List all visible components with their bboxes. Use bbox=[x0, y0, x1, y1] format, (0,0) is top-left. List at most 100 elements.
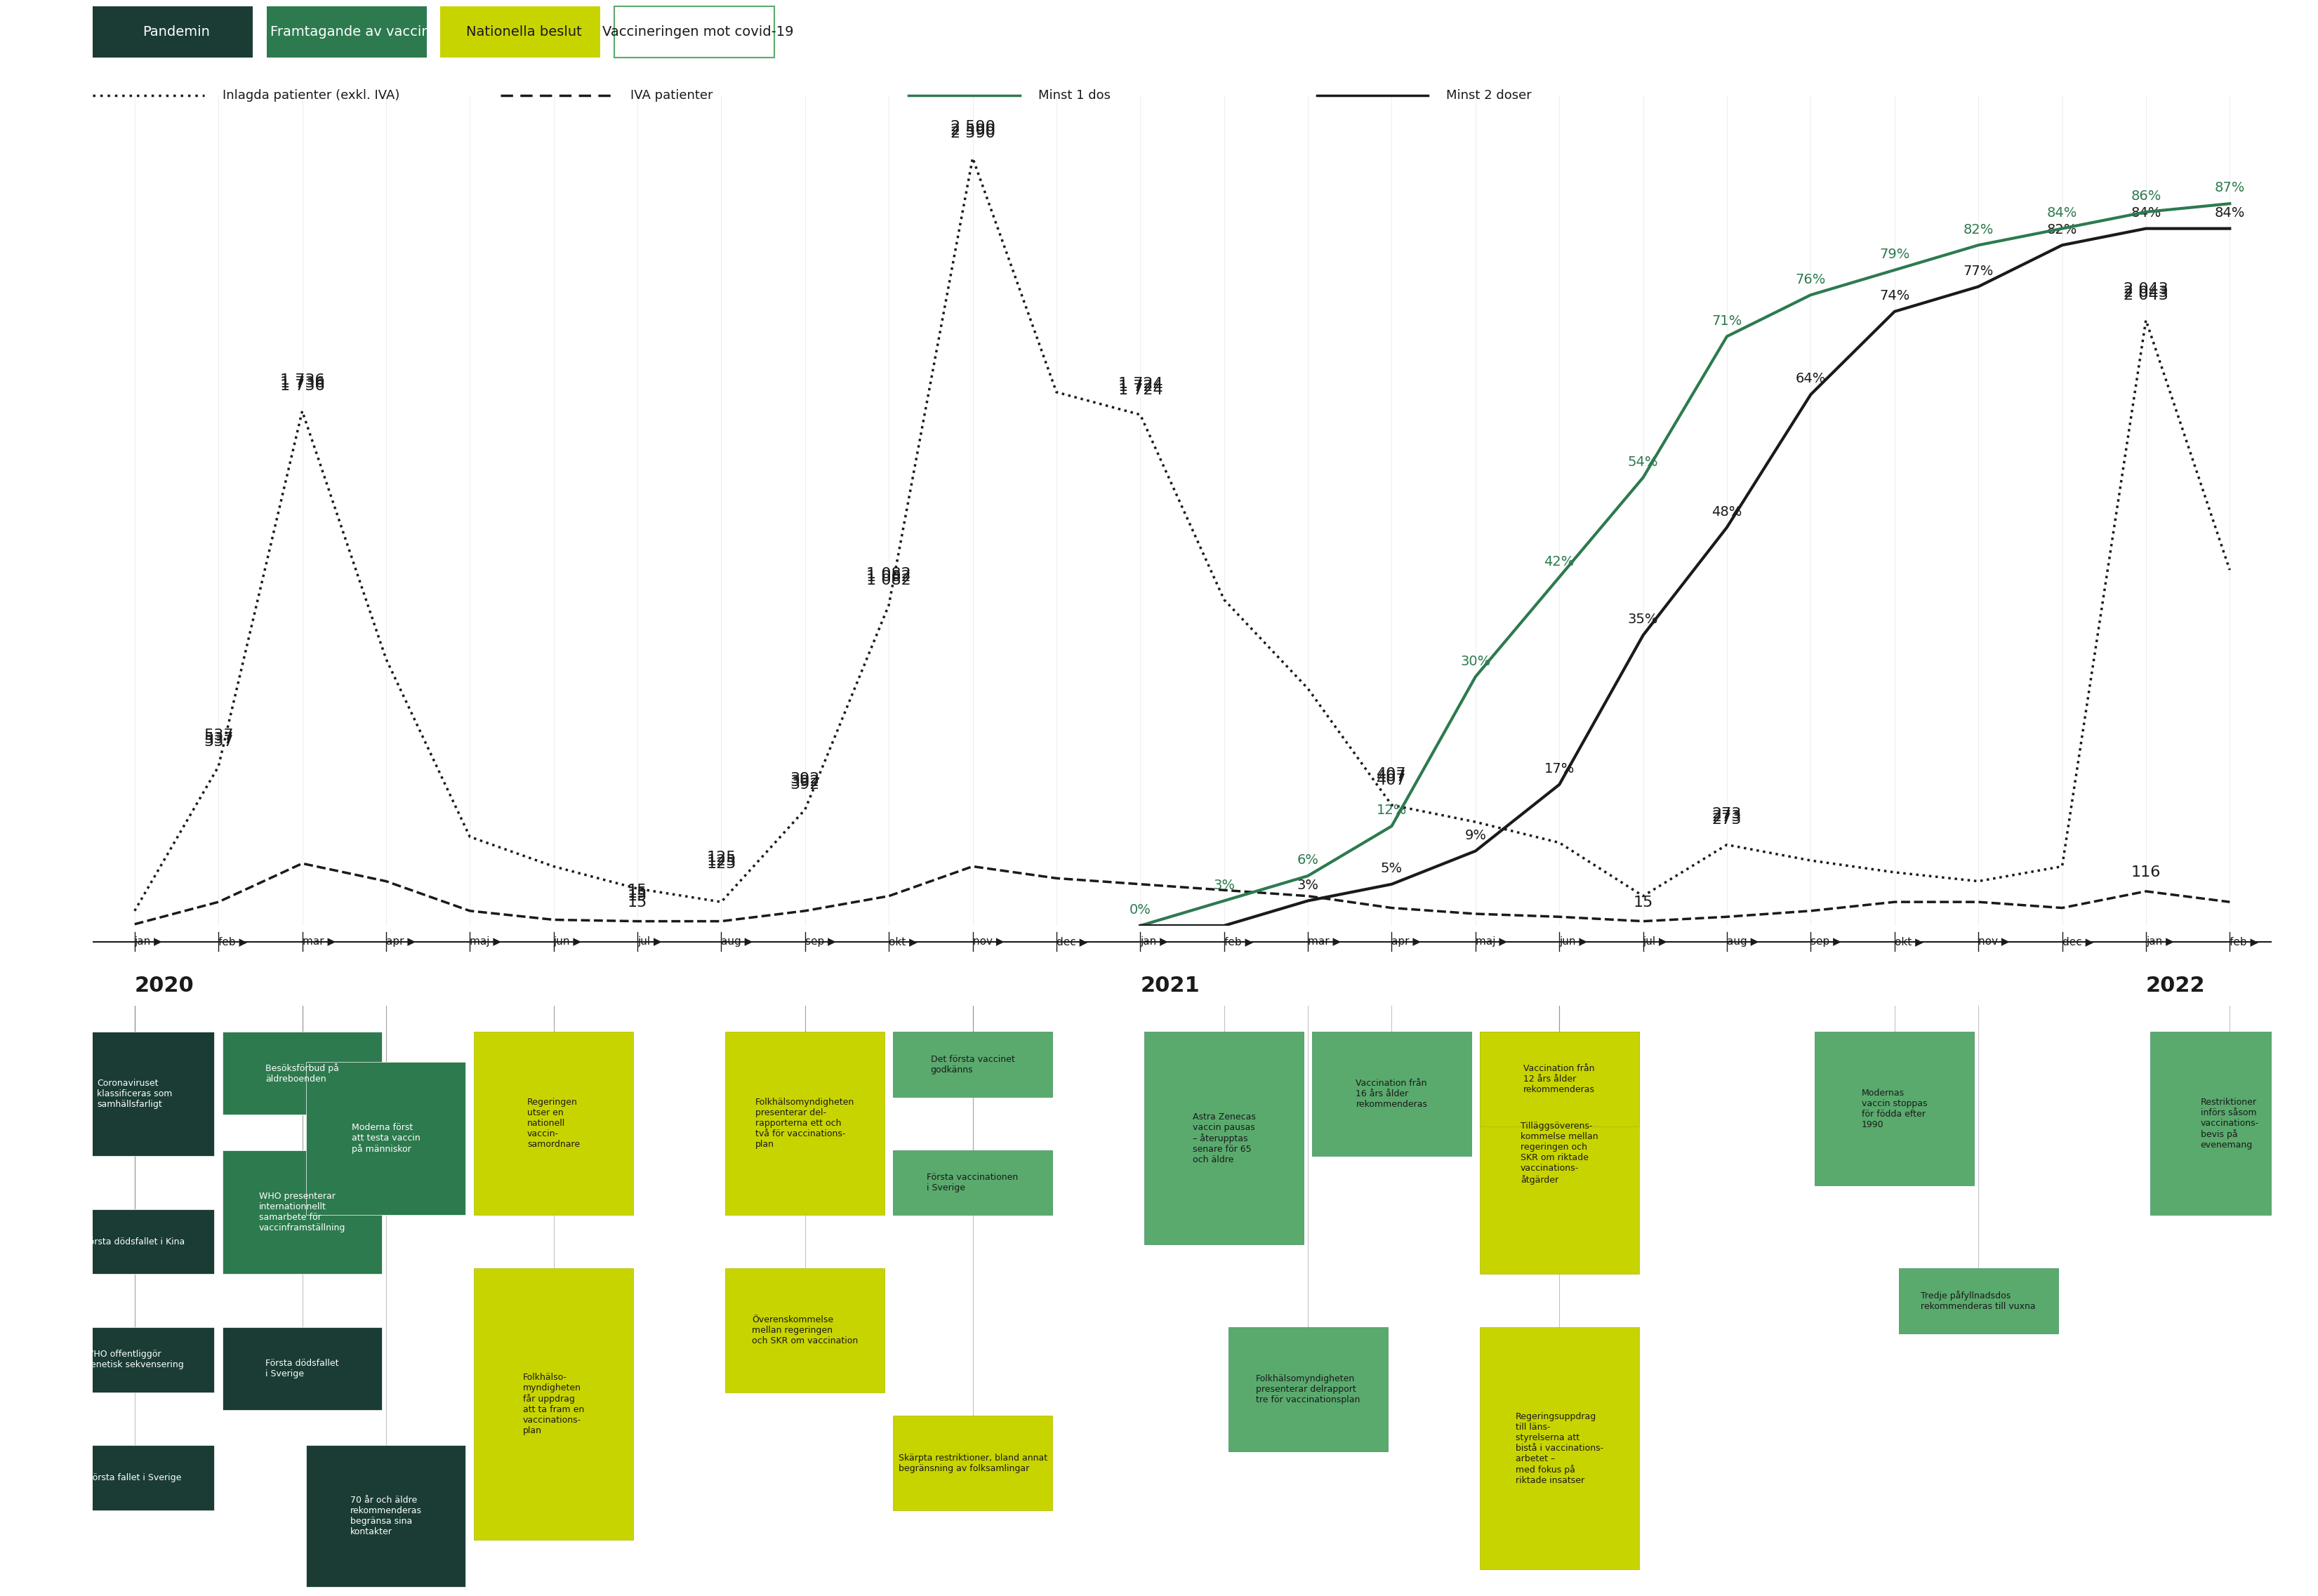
Text: Restriktioner
införs såsom
vaccinations-
bevis på
evenemang: Restriktioner införs såsom vaccinations-… bbox=[2200, 1098, 2260, 1149]
Text: okt ▶: okt ▶ bbox=[1894, 937, 1924, 946]
Text: sep ▶: sep ▶ bbox=[1810, 937, 1840, 946]
Text: 116: 116 bbox=[2130, 865, 2160, 879]
Text: 54%: 54% bbox=[1627, 455, 1657, 469]
Text: jul ▶: jul ▶ bbox=[637, 937, 663, 946]
Text: aug ▶: aug ▶ bbox=[1727, 937, 1759, 946]
Text: 1 736: 1 736 bbox=[280, 377, 325, 391]
FancyBboxPatch shape bbox=[1229, 1328, 1388, 1451]
Text: 2 043: 2 043 bbox=[2123, 286, 2167, 300]
Text: Moderna först
att testa vaccin
på människor: Moderna först att testa vaccin på männis… bbox=[352, 1124, 420, 1154]
Text: 2 590: 2 590 bbox=[950, 123, 994, 137]
Text: jan ▶: jan ▶ bbox=[2146, 937, 2174, 946]
FancyBboxPatch shape bbox=[267, 6, 427, 57]
FancyBboxPatch shape bbox=[56, 1033, 213, 1156]
Text: Folkhälsomyndigheten
presenterar delrapport
tre för vaccinationsplan: Folkhälsomyndigheten presenterar delrapp… bbox=[1256, 1374, 1361, 1404]
Text: 6%: 6% bbox=[1298, 854, 1319, 867]
Text: 30%: 30% bbox=[1460, 654, 1490, 667]
Text: okt ▶: okt ▶ bbox=[888, 937, 918, 946]
Text: 9%: 9% bbox=[1465, 828, 1486, 843]
Text: 42%: 42% bbox=[1544, 555, 1574, 568]
Text: 82%: 82% bbox=[2047, 223, 2077, 236]
Text: Vaccination från
16 års ålder
rekommenderas: Vaccination från 16 års ålder rekommende… bbox=[1356, 1079, 1428, 1109]
Text: Tilläggsöverens-
kommelse mellan
regeringen och
SKR om riktade
vaccinations-
åtg: Tilläggsöverens- kommelse mellan regerin… bbox=[1521, 1122, 1597, 1184]
Text: feb ▶: feb ▶ bbox=[218, 937, 248, 946]
Text: 71%: 71% bbox=[1711, 314, 1743, 327]
Text: 15: 15 bbox=[1634, 895, 1653, 910]
Text: 15: 15 bbox=[628, 884, 647, 897]
Text: nov ▶: nov ▶ bbox=[1977, 937, 2010, 946]
Text: mar ▶: mar ▶ bbox=[1307, 937, 1342, 946]
Text: jun ▶: jun ▶ bbox=[554, 937, 582, 946]
Text: jan ▶: jan ▶ bbox=[134, 937, 162, 946]
Text: 1 724: 1 724 bbox=[1117, 383, 1164, 397]
Text: 48%: 48% bbox=[1711, 504, 1743, 519]
Text: 84%: 84% bbox=[2130, 206, 2160, 220]
Text: Det första vaccinet
godkänns: Det första vaccinet godkänns bbox=[930, 1055, 1015, 1074]
Text: 1 724: 1 724 bbox=[1117, 377, 1164, 391]
FancyBboxPatch shape bbox=[1898, 1269, 2058, 1333]
Text: 17%: 17% bbox=[1544, 763, 1574, 776]
FancyBboxPatch shape bbox=[2151, 1033, 2309, 1215]
Text: 273: 273 bbox=[1713, 808, 1741, 820]
Text: 12%: 12% bbox=[1377, 804, 1407, 817]
Text: Nationella beslut: Nationella beslut bbox=[466, 26, 582, 38]
Text: 2020: 2020 bbox=[134, 975, 195, 996]
Text: 1 736: 1 736 bbox=[280, 380, 325, 393]
FancyBboxPatch shape bbox=[473, 1033, 633, 1215]
Text: 0%: 0% bbox=[1129, 903, 1152, 916]
Text: Regeringsuppdrag
till läns-
styrelserna att
bistå i vaccinations-
arbetet –
med : Regeringsuppdrag till läns- styrelserna … bbox=[1516, 1412, 1604, 1484]
Text: 407: 407 bbox=[1377, 768, 1407, 782]
FancyBboxPatch shape bbox=[306, 1446, 466, 1586]
Text: 125: 125 bbox=[707, 854, 737, 868]
Text: 2 043: 2 043 bbox=[2123, 282, 2167, 297]
Text: Första fallet i Sverige: Första fallet i Sverige bbox=[88, 1473, 181, 1483]
FancyBboxPatch shape bbox=[726, 1033, 885, 1215]
Text: 392: 392 bbox=[790, 774, 821, 788]
Text: Folkhälsomyndigheten
presenterar del-
rapporterna ett och
två för vaccinations-
: Folkhälsomyndigheten presenterar del- ra… bbox=[756, 1098, 855, 1149]
Text: jun ▶: jun ▶ bbox=[1560, 937, 1588, 946]
Text: Skärpta restriktioner, bland annat
begränsning av folksamlingar: Skärpta restriktioner, bland annat begrä… bbox=[897, 1454, 1048, 1473]
FancyBboxPatch shape bbox=[1815, 1033, 1975, 1186]
Text: feb ▶: feb ▶ bbox=[1224, 937, 1254, 946]
Text: jul ▶: jul ▶ bbox=[1643, 937, 1667, 946]
Text: Vaccineringen mot covid-19: Vaccineringen mot covid-19 bbox=[603, 26, 793, 38]
Text: 2021: 2021 bbox=[1140, 975, 1201, 996]
Text: 125: 125 bbox=[707, 851, 737, 865]
FancyBboxPatch shape bbox=[223, 1328, 382, 1409]
FancyBboxPatch shape bbox=[1479, 1033, 1639, 1274]
Text: 15: 15 bbox=[628, 886, 647, 900]
Text: Minst 2 doser: Minst 2 doser bbox=[1446, 89, 1532, 102]
Text: 2 590: 2 590 bbox=[950, 126, 994, 140]
FancyBboxPatch shape bbox=[1145, 1033, 1303, 1245]
FancyBboxPatch shape bbox=[473, 1269, 633, 1540]
Text: 15: 15 bbox=[628, 889, 647, 903]
Text: nov ▶: nov ▶ bbox=[974, 937, 1004, 946]
Text: 1 736: 1 736 bbox=[280, 373, 325, 388]
Text: Första vaccinationen
i Sverige: Första vaccinationen i Sverige bbox=[927, 1173, 1018, 1192]
Text: 15: 15 bbox=[628, 895, 647, 910]
Text: IVA patienter: IVA patienter bbox=[630, 89, 714, 102]
Text: Första dödsfallet i Kina: Första dödsfallet i Kina bbox=[83, 1237, 185, 1246]
Text: 273: 273 bbox=[1713, 811, 1741, 824]
Text: Inlagda patienter (exkl. IVA): Inlagda patienter (exkl. IVA) bbox=[223, 89, 399, 102]
Text: 3%: 3% bbox=[1298, 878, 1319, 892]
Text: 84%: 84% bbox=[2214, 206, 2244, 220]
Text: 407: 407 bbox=[1377, 772, 1407, 787]
FancyBboxPatch shape bbox=[1479, 1033, 1639, 1127]
Text: 3%: 3% bbox=[1212, 878, 1235, 892]
FancyBboxPatch shape bbox=[1312, 1033, 1472, 1156]
Text: Astra Zenecas
vaccin pausas
– återupptas
senare för 65
och äldre: Astra Zenecas vaccin pausas – återupptas… bbox=[1191, 1112, 1256, 1165]
FancyBboxPatch shape bbox=[892, 1416, 1052, 1510]
Text: 1 082: 1 082 bbox=[867, 570, 911, 584]
Text: maj ▶: maj ▶ bbox=[1477, 937, 1507, 946]
FancyBboxPatch shape bbox=[223, 1151, 382, 1274]
Text: 84%: 84% bbox=[2047, 206, 2077, 220]
Text: apr ▶: apr ▶ bbox=[387, 937, 415, 946]
Text: Folkhälso-
myndigheten
får uppdrag
att ta fram en
vaccinations-
plan: Folkhälso- myndigheten får uppdrag att t… bbox=[524, 1373, 584, 1435]
Text: 537: 537 bbox=[204, 729, 234, 742]
FancyBboxPatch shape bbox=[56, 1328, 213, 1392]
Text: sep ▶: sep ▶ bbox=[804, 937, 837, 946]
Text: 35%: 35% bbox=[1627, 613, 1657, 626]
Text: Coronaviruset
klassificeras som
samhällsfarligt: Coronaviruset klassificeras som samhälls… bbox=[97, 1079, 172, 1109]
Text: 2 590: 2 590 bbox=[950, 120, 994, 134]
